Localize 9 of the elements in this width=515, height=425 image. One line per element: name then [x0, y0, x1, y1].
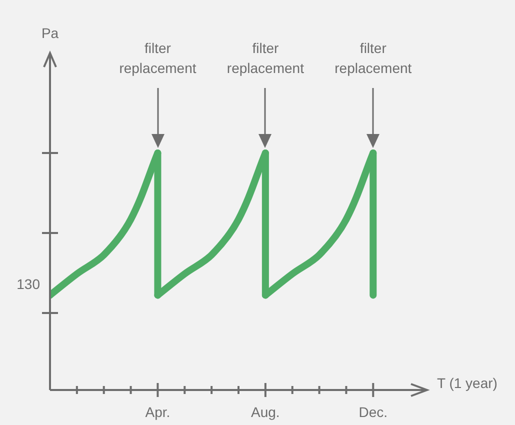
text: filter replacement: [119, 40, 196, 76]
annotation: 130: [16, 276, 40, 292]
text: filter replacement: [334, 40, 412, 76]
x-tick-label: Apr.: [145, 404, 170, 420]
text: Pa: [41, 24, 59, 41]
x-axis-title: T (1 year): [437, 374, 498, 391]
text: filter replacement: [226, 40, 304, 76]
x-tick-label: Aug.: [251, 404, 280, 420]
x-tick-label: Dec.: [358, 404, 388, 420]
